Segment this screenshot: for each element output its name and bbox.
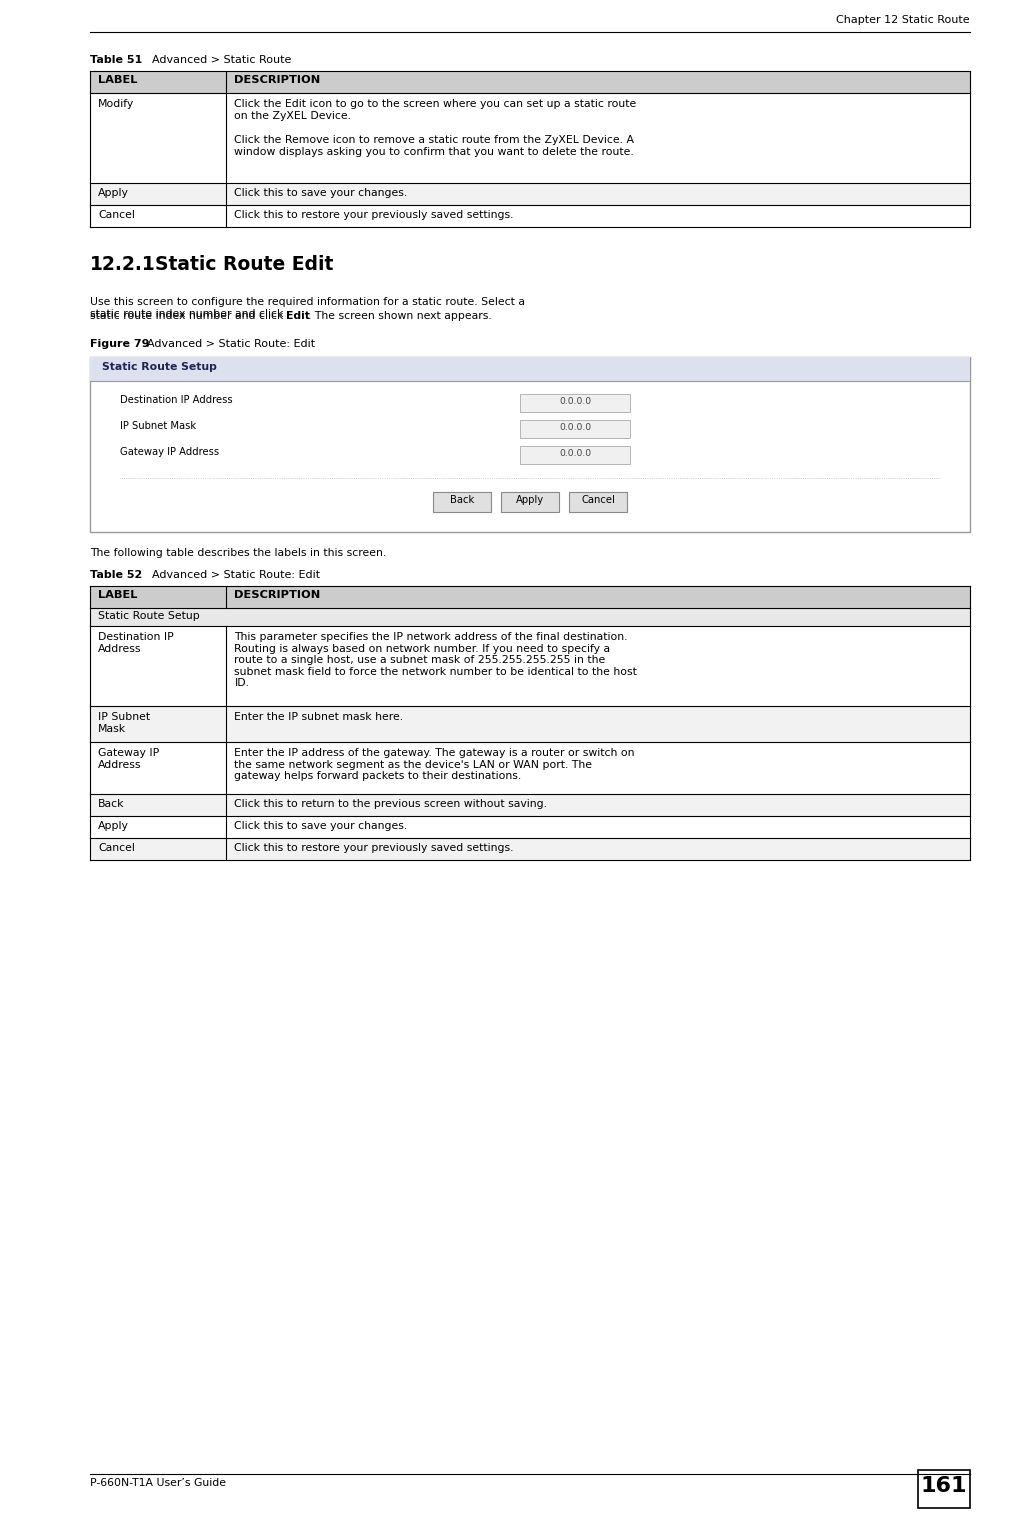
Text: Apply: Apply <box>98 821 128 831</box>
Bar <box>520 421 630 437</box>
Text: Cancel: Cancel <box>98 210 135 219</box>
Text: LABEL: LABEL <box>98 590 138 600</box>
Bar <box>90 608 970 626</box>
Bar <box>90 72 970 93</box>
Bar <box>570 492 627 512</box>
Text: LABEL: LABEL <box>98 75 138 85</box>
Text: Table 52: Table 52 <box>90 570 142 581</box>
Bar <box>90 183 970 206</box>
Text: Cancel: Cancel <box>98 843 135 853</box>
Text: Gateway IP
Address: Gateway IP Address <box>98 748 159 770</box>
Text: Use this screen to configure the required information for a static route. Select: Use this screen to configure the require… <box>90 297 525 319</box>
Text: Figure 79: Figure 79 <box>90 338 149 349</box>
Text: P-660N-T1A User’s Guide: P-660N-T1A User’s Guide <box>90 1478 226 1487</box>
Text: The following table describes the labels in this screen.: The following table describes the labels… <box>90 549 387 558</box>
Text: DESCRIPTION: DESCRIPTION <box>234 590 321 600</box>
Text: 12.2.1: 12.2.1 <box>90 255 156 274</box>
Text: Static Route Setup: Static Route Setup <box>98 611 199 620</box>
Text: Destination IP
Address: Destination IP Address <box>98 632 174 654</box>
Text: Click this to save your changes.: Click this to save your changes. <box>234 187 408 198</box>
Text: This parameter specifies the IP network address of the final destination.
Routin: This parameter specifies the IP network … <box>234 632 637 689</box>
Bar <box>90 206 970 227</box>
Text: Back: Back <box>98 799 124 809</box>
Text: DESCRIPTION: DESCRIPTION <box>234 75 321 85</box>
Text: Click this to return to the previous screen without saving.: Click this to return to the previous scr… <box>234 799 547 809</box>
Text: Enter the IP address of the gateway. The gateway is a router or switch on
the sa: Enter the IP address of the gateway. The… <box>234 748 635 782</box>
Bar <box>90 838 970 860</box>
Text: Click the Edit icon to go to the screen where you can set up a static route
on t: Click the Edit icon to go to the screen … <box>234 99 636 120</box>
Text: IP Subnet
Mask: IP Subnet Mask <box>98 712 150 733</box>
Text: Destination IP Address: Destination IP Address <box>120 395 232 405</box>
Text: 0.0.0.0: 0.0.0.0 <box>559 424 591 431</box>
Text: Modify: Modify <box>98 99 135 110</box>
Text: Apply: Apply <box>516 495 544 504</box>
Text: Enter the IP subnet mask here.: Enter the IP subnet mask here. <box>234 712 404 722</box>
Text: Table 51: Table 51 <box>90 55 142 66</box>
Bar <box>433 492 491 512</box>
Text: Edit: Edit <box>286 311 309 322</box>
Text: Click this to restore your previously saved settings.: Click this to restore your previously sa… <box>234 843 514 853</box>
Bar <box>90 794 970 815</box>
Text: 161: 161 <box>921 1477 967 1497</box>
Text: 0.0.0.0: 0.0.0.0 <box>559 450 591 459</box>
Text: Click the Remove icon to remove a static route from the ZyXEL Device. A
window d: Click the Remove icon to remove a static… <box>234 136 634 157</box>
Bar <box>520 395 630 411</box>
Bar <box>90 93 970 183</box>
Text: Advanced > Static Route: Edit: Advanced > Static Route: Edit <box>140 338 316 349</box>
Text: static route index number and click: static route index number and click <box>90 311 287 322</box>
Bar <box>90 357 970 381</box>
Text: IP Subnet Mask: IP Subnet Mask <box>120 421 196 431</box>
Bar <box>501 492 559 512</box>
Bar <box>90 626 970 706</box>
Text: Gateway IP Address: Gateway IP Address <box>120 447 219 457</box>
Text: Apply: Apply <box>98 187 128 198</box>
Bar <box>918 1471 970 1509</box>
Bar <box>520 447 630 463</box>
Bar <box>90 587 970 608</box>
Text: Static Route Edit: Static Route Edit <box>155 255 333 274</box>
Text: Click this to save your changes.: Click this to save your changes. <box>234 821 408 831</box>
Bar <box>90 706 970 742</box>
Text: Static Route Setup: Static Route Setup <box>102 363 217 372</box>
Text: Chapter 12 Static Route: Chapter 12 Static Route <box>837 15 970 24</box>
Bar <box>90 357 970 532</box>
Text: 0.0.0.0: 0.0.0.0 <box>559 396 591 405</box>
Text: Click this to restore your previously saved settings.: Click this to restore your previously sa… <box>234 210 514 219</box>
Text: . The screen shown next appears.: . The screen shown next appears. <box>308 311 491 322</box>
Bar <box>90 815 970 838</box>
Bar <box>90 742 970 794</box>
Text: Cancel: Cancel <box>581 495 615 504</box>
Text: Advanced > Static Route: Advanced > Static Route <box>145 55 291 66</box>
Text: Back: Back <box>450 495 474 504</box>
Text: Advanced > Static Route: Edit: Advanced > Static Route: Edit <box>145 570 320 581</box>
